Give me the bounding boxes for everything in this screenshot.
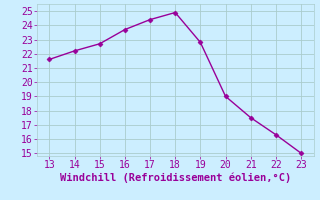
- X-axis label: Windchill (Refroidissement éolien,°C): Windchill (Refroidissement éolien,°C): [60, 173, 291, 183]
